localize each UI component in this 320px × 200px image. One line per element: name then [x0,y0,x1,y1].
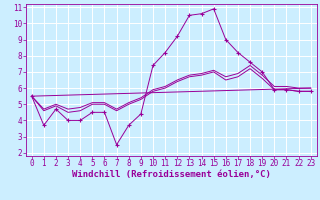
X-axis label: Windchill (Refroidissement éolien,°C): Windchill (Refroidissement éolien,°C) [72,170,271,179]
